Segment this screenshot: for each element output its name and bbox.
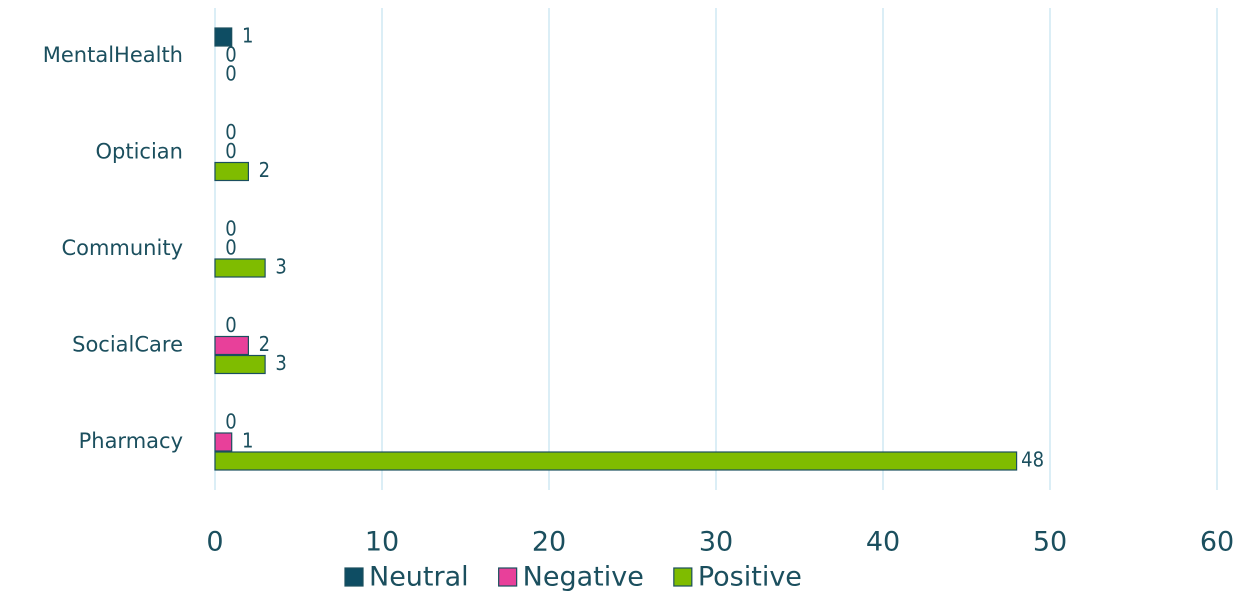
x-tick-label: 60	[1200, 527, 1234, 558]
data-label: 1	[242, 429, 253, 453]
data-label: 1	[242, 24, 253, 48]
data-label: 0	[225, 410, 236, 434]
legend-swatch	[673, 567, 693, 587]
data-label: 0	[225, 120, 236, 144]
bar	[214, 335, 250, 356]
x-tick-label: 0	[206, 527, 223, 558]
data-label: 2	[259, 158, 270, 182]
legend-swatch	[498, 567, 518, 587]
category-label: MentalHealth	[43, 43, 183, 67]
data-label: 3	[275, 255, 286, 279]
data-label: 2	[259, 332, 270, 356]
legend-label: Positive	[698, 562, 802, 591]
data-label: 0	[225, 313, 236, 337]
bar	[214, 432, 233, 452]
legend-label: Negative	[523, 562, 644, 591]
x-tick-label: 30	[699, 527, 733, 558]
x-tick-label: 50	[1033, 527, 1067, 558]
bar	[214, 27, 233, 47]
data-label: 0	[225, 217, 236, 241]
data-label: 0	[225, 139, 236, 163]
legend-label: Neutral	[369, 562, 469, 591]
category-label: Optician	[96, 140, 184, 164]
legend-swatch	[344, 567, 364, 587]
category-label: Pharmacy	[79, 429, 183, 453]
category-label: SocialCare	[72, 333, 183, 357]
x-tick-label: 40	[866, 527, 900, 558]
data-label: 48	[1021, 448, 1044, 472]
data-label: 3	[275, 351, 286, 375]
x-tick-label: 10	[365, 527, 399, 558]
bar	[214, 161, 250, 182]
data-label: 0	[225, 43, 236, 67]
bar	[214, 354, 266, 375]
data-label: 0	[225, 62, 236, 86]
data-label: 0	[225, 236, 236, 260]
bar	[214, 258, 266, 278]
category-label: Community	[61, 236, 183, 260]
x-tick-label: 20	[532, 527, 566, 558]
bar	[214, 451, 1018, 471]
